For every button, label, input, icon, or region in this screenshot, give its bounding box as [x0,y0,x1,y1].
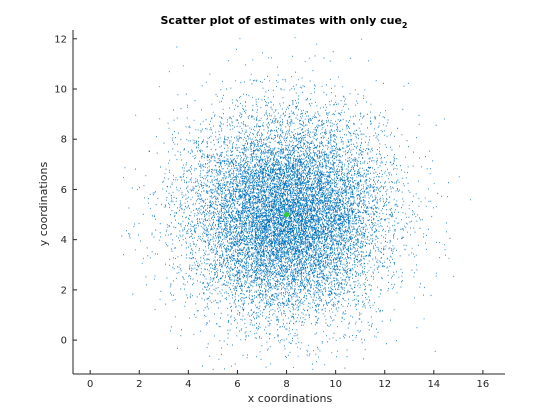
x-tick-label: 12 [378,379,391,390]
x-tick-label: 2 [136,379,142,390]
chart-title-main: Scatter plot of estimates with only cue [161,14,402,27]
x-tick-label: 6 [234,379,240,390]
scatter-series-estimates [121,37,471,371]
y-tick-label: 8 [61,135,67,146]
y-tick-label: 4 [61,235,67,246]
x-tick-label: 16 [477,379,490,390]
x-tick-label: 14 [427,379,440,390]
y-tick-label: 0 [61,336,67,347]
y-tick-label: 12 [54,34,67,45]
true-location-marker [283,211,290,218]
chart-title-subscript: 2 [402,21,408,30]
y-axis-label: y coordinations [37,162,50,247]
x-tick-label: 4 [185,379,191,390]
y-tick-label: 6 [61,185,67,196]
axes: 0 2 4 6 8 10 12 14 16 0 2 4 6 8 10 12 [54,30,505,390]
x-axis-label: x coordinations [248,392,333,405]
x-tick-label: 0 [87,379,93,390]
y-tick-label: 2 [61,285,67,296]
chart-title: Scatter plot of estimates with only cue2 [161,14,408,30]
x-tick-label: 8 [283,379,289,390]
y-tick-label: 10 [54,85,67,96]
scatter-points [121,37,471,371]
x-tick-label: 10 [329,379,342,390]
